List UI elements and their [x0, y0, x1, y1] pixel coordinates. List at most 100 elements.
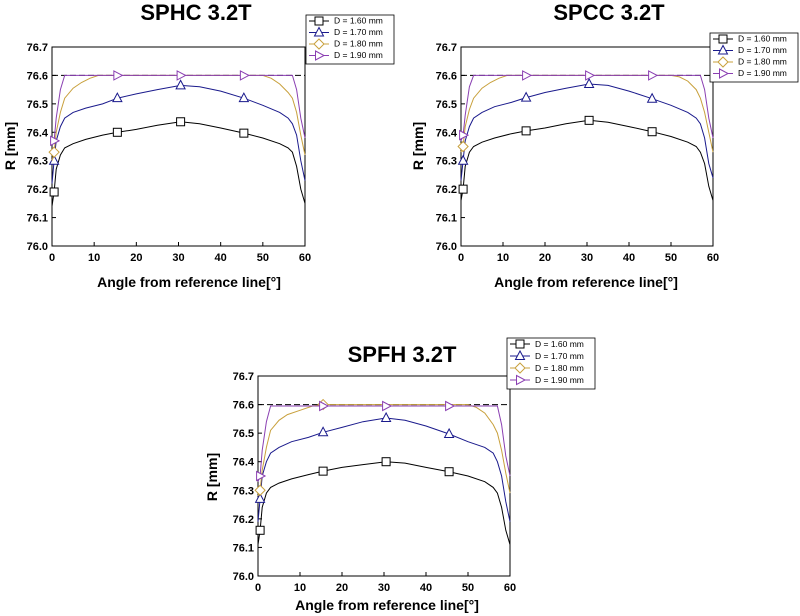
data-point: [255, 525, 265, 535]
legend-key-marker: [515, 339, 525, 349]
x-tick-label: 40: [215, 252, 227, 264]
legend-key-marker: [717, 44, 729, 55]
data-point: [319, 400, 330, 412]
x-tick-label: 10: [88, 252, 100, 264]
legend: D = 1.60 mm D = 1.70 mm D = 1.80 mm D = …: [305, 14, 395, 65]
data-point: [458, 184, 468, 194]
y-tick-label: 76.0: [233, 571, 254, 583]
x-tick-label: 0: [49, 252, 55, 264]
data-point: [317, 426, 329, 437]
x-tick-label: 20: [539, 252, 551, 264]
series-line-3: [460, 74, 714, 141]
series-line-1: [51, 84, 306, 184]
data-point: [254, 492, 266, 503]
legend-label-d170: D = 1.70 mm: [738, 45, 787, 55]
y-tick-label: 76.6: [27, 70, 48, 82]
legend-key-marker: [516, 374, 527, 386]
data-point: [176, 70, 187, 81]
data-point: [646, 92, 658, 103]
legend-label-d180: D = 1.80 mm: [334, 39, 383, 49]
data-point: [585, 70, 596, 81]
data-point: [445, 400, 456, 412]
data-point: [318, 466, 328, 476]
x-tick-label: 30: [581, 252, 593, 264]
y-tick-label: 76.1: [233, 542, 254, 554]
series-line-0: [51, 121, 306, 207]
legend-key-marker: [717, 56, 729, 68]
data-point: [443, 427, 455, 438]
y-tick-label: 76.2: [436, 184, 457, 196]
x-tick-label: 60: [299, 252, 311, 264]
legend-key-marker: [315, 50, 326, 61]
legend-keys: [309, 16, 329, 61]
data-point: [382, 400, 393, 412]
plot-area: 0 10 20 30 40 50 60 76.0 76.1 76.2 76.3 76.4 76.5 76.…: [27, 42, 312, 264]
y-tick-label: 76.4: [27, 127, 49, 139]
y-tick-label: 76.5: [233, 428, 254, 440]
series-line-0: [460, 119, 714, 201]
plot-area: 0 10 20 30 40 50 60 76.0 76.1 76.2 76.3 76.4 76.5 76.…: [233, 371, 517, 594]
chart-title: SPCC 3.2T: [553, 0, 665, 25]
data-point: [48, 146, 60, 158]
chart-panel-sphc: SPHC 3.2T Angle from reference line[°] R…: [2, 0, 395, 290]
series-line-2: [257, 404, 511, 497]
series-line-3: [51, 74, 306, 144]
legend-label-d190: D = 1.90 mm: [738, 68, 787, 78]
x-tick-label: 50: [257, 252, 269, 264]
x-tick-label: 60: [707, 252, 719, 264]
data-point: [381, 457, 391, 467]
y-tick-label: 76.7: [27, 42, 48, 54]
data-point: [113, 70, 124, 81]
legend-key-marker: [514, 362, 526, 374]
x-tick-label: 20: [336, 582, 348, 594]
y-tick-label: 76.3: [27, 156, 48, 168]
x-axis-label: Angle from reference line[°]: [97, 274, 281, 290]
legend-key-marker: [313, 38, 325, 50]
data-point: [647, 127, 657, 137]
legend-label-d160: D = 1.60 mm: [738, 34, 787, 44]
data-point: [522, 70, 533, 81]
x-axis-label: Angle from reference line[°]: [494, 274, 678, 290]
data-point: [254, 484, 266, 496]
legend-label-d170: D = 1.70 mm: [334, 27, 383, 37]
legend-keys: [713, 34, 733, 79]
data-point: [175, 79, 186, 90]
y-tick-label: 76.2: [27, 184, 48, 196]
legend-key-marker: [514, 349, 526, 360]
data-point: [520, 91, 532, 102]
plot-area: 0 10 20 30 40 50 60 76.0 76.1 76.2 76.3 76.4 76.5 76.…: [436, 42, 720, 264]
x-tick-label: 40: [623, 252, 635, 264]
chart-panel-spcc: SPCC 3.2T Angle from reference line[°] R…: [410, 0, 799, 290]
legend-label-d160: D = 1.60 mm: [334, 16, 383, 26]
legend-label-d180: D = 1.80 mm: [738, 57, 787, 67]
data-point: [583, 77, 595, 88]
data-point: [176, 117, 186, 127]
legend-keys: [510, 339, 530, 386]
x-tick-label: 30: [172, 252, 184, 264]
data-point: [112, 127, 122, 137]
x-tick-label: 10: [294, 582, 306, 594]
y-tick-label: 76.6: [436, 70, 457, 82]
y-tick-label: 76.1: [27, 213, 48, 225]
data-point: [380, 411, 392, 422]
legend-key-marker: [718, 34, 728, 44]
legend-key-marker: [314, 16, 324, 26]
data-point: [112, 92, 123, 103]
y-tick-label: 76.3: [436, 156, 457, 168]
x-tick-label: 50: [462, 582, 474, 594]
y-tick-label: 76.0: [436, 241, 457, 253]
legend: D = 1.60 mm D = 1.70 mm D = 1.80 mm D = …: [506, 337, 596, 390]
legend-label-d170: D = 1.70 mm: [535, 351, 584, 361]
y-tick-label: 76.7: [233, 371, 254, 383]
legend: D = 1.60 mm D = 1.70 mm D = 1.80 mm D = …: [709, 32, 799, 83]
chart-title: SPFH 3.2T: [348, 342, 457, 367]
y-tick-label: 76.2: [233, 514, 254, 526]
series-line-1: [460, 83, 714, 181]
x-tick-label: 60: [504, 582, 516, 594]
x-tick-label: 40: [420, 582, 432, 594]
series-line-1: [257, 417, 511, 522]
y-tick-label: 76.3: [233, 485, 254, 497]
chart-panel-spfh: SPFH 3.2T Angle from reference line[°] R…: [204, 337, 596, 613]
x-tick-label: 30: [378, 582, 390, 594]
data-point: [256, 470, 267, 482]
